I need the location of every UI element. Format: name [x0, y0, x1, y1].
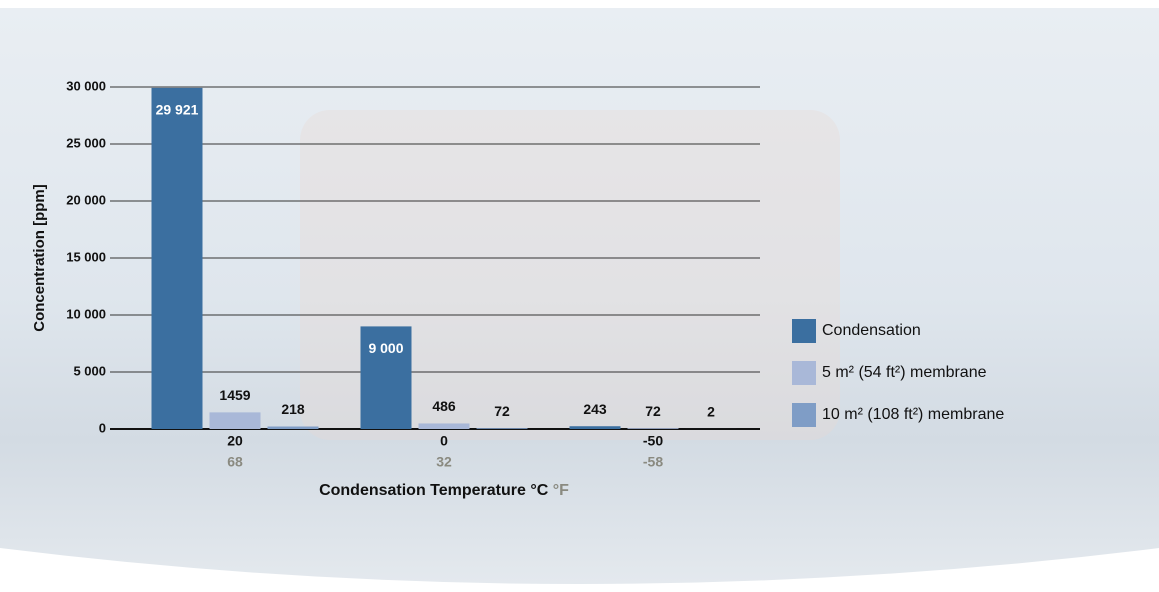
background-panel — [0, 8, 1159, 584]
y-tick-label: 15 000 — [66, 249, 106, 264]
value-label: 9 000 — [368, 340, 403, 356]
legend-swatch — [792, 361, 816, 385]
y-tick-label: 30 000 — [66, 78, 106, 93]
value-label: 72 — [494, 403, 510, 419]
bar — [569, 426, 621, 429]
value-label: 72 — [645, 403, 661, 419]
y-tick-label: 20 000 — [66, 192, 106, 207]
y-tick-label: 10 000 — [66, 306, 106, 321]
x-axis-label: Condensation Temperature °C °F — [319, 482, 569, 499]
legend-label: 10 m² (108 ft²) membrane — [822, 406, 1004, 423]
x-tick-label-secondary: -58 — [643, 454, 663, 470]
legend-label: Condensation — [822, 322, 921, 339]
bar — [209, 412, 261, 429]
x-tick-label: 20 — [227, 433, 243, 449]
x-tick-label: 0 — [440, 433, 448, 449]
y-tick-label: 0 — [99, 420, 106, 435]
value-label: 2 — [707, 404, 715, 420]
x-tick-label: -50 — [643, 433, 663, 449]
bar — [151, 87, 203, 429]
y-axis-label: Concentration [ppm] — [31, 184, 48, 332]
legend-swatch — [792, 319, 816, 343]
bar — [627, 428, 679, 429]
bar — [418, 423, 470, 429]
legend-swatch — [792, 403, 816, 427]
value-label: 486 — [432, 398, 456, 414]
y-tick-label: 25 000 — [66, 135, 106, 150]
x-axis-label-secondary: °F — [553, 482, 569, 499]
x-axis-label-primary: Condensation Temperature °C — [319, 482, 549, 499]
value-label: 218 — [281, 401, 305, 417]
bar — [360, 326, 412, 429]
bar — [476, 428, 528, 429]
value-label: 1459 — [219, 387, 250, 403]
y-tick-label: 5 000 — [73, 363, 106, 378]
background-image — [300, 110, 840, 440]
value-label: 243 — [583, 401, 607, 417]
x-tick-label-secondary: 68 — [227, 454, 243, 470]
x-tick-label-secondary: 32 — [436, 454, 452, 470]
legend-label: 5 m² (54 ft²) membrane — [822, 364, 987, 381]
value-label: 29 921 — [156, 102, 199, 118]
bar — [267, 426, 319, 429]
